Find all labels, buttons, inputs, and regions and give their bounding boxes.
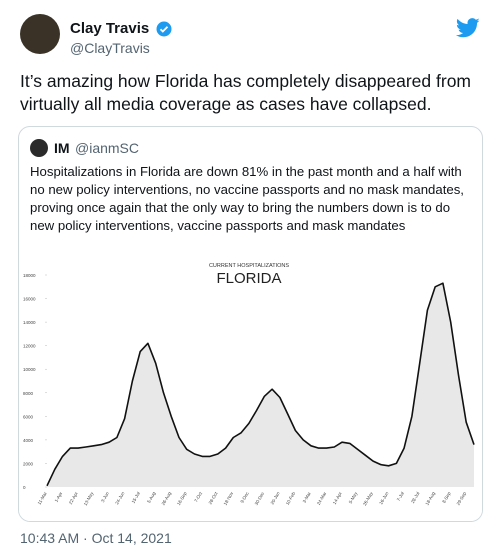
x-tick-label: 5-May [348,490,359,504]
chart: CURRENT HOSPITALIZATIONS FLORIDA 0 2000 40… [19,251,482,521]
x-tick-label: 20-Jan [270,491,281,506]
y-tick-label: 8000 [23,391,34,396]
author-handle[interactable]: @ClayTravis [70,40,150,56]
author-name[interactable]: Clay Travis [70,20,150,37]
x-tick-label: 28-Oct [208,490,219,505]
y-tick-label: 18000 [23,273,36,278]
x-tick-label: 14-Apr [332,491,343,506]
quoted-tweet[interactable]: IM @ianmSC Hospitalizations in Florida a… [18,126,483,522]
y-tick-label: 10000 [23,367,36,372]
line [46,282,475,487]
x-tick-label: 10-Feb [285,491,297,506]
x-tick-label: 16-Jun [378,491,389,506]
x-tick-label: 1-Apr [54,491,64,503]
y-tick-label: 16000 [23,297,36,302]
x-tick-label: 22-Apr [68,491,79,506]
x-tick-label: 15-Jul [131,491,141,504]
quoted-avatar [30,139,48,157]
x-tick-label: 3-Mar [302,491,312,504]
x-tick-label: 18-Nov [223,490,235,506]
y-tick-label: 0 [23,485,26,490]
y-tick-label: 4000 [23,438,34,443]
y-tick-label: 2000 [23,461,34,466]
x-tick-label: 24-Jun [114,491,125,506]
y-tick-label: 12000 [23,344,36,349]
tweet-text: It’s amazing how Florida has completely … [20,71,472,114]
x-tick-label: 11-Mar [37,491,49,506]
x-tick-label: 24-Mar [316,491,328,506]
avatar[interactable] [20,14,60,54]
x-tick-label: 9-Dec [239,490,250,504]
twitter-logo[interactable] [456,18,480,38]
chart-title: FLORIDA [216,270,281,287]
x-tick-label: 16-Sep [176,491,188,506]
x-tick-label: 8-Sep [441,491,452,504]
x-tick-label: 7-Jul [396,491,405,502]
x-tick-label: 29-Sep [456,491,468,506]
y-tick-label: 6000 [23,414,34,419]
timestamp[interactable]: 10:43 AM · Oct 14, 2021 [20,530,172,546]
quoted-author-name: IM [54,140,70,156]
x-tick-label: 30-Dec [254,490,266,506]
y-tick-label: 14000 [23,320,36,325]
x-tick-label: 26-Aug [160,491,172,506]
x-tick-label: 28-Jul [410,491,420,504]
quoted-text: Hospitalizations in Florida are down 81%… [30,164,464,233]
x-tick-label: 7-Oct [193,490,203,503]
verified-badge [156,21,172,37]
x-tick-label: 3-Jun [100,491,110,504]
x-tick-label: 18-Aug [424,491,436,506]
chart-subtitle: CURRENT HOSPITALIZATIONS [209,263,289,269]
quoted-author-handle: @ianmSC [75,140,140,156]
area-fill [47,283,474,487]
x-tick-label: 5-Aug [146,491,157,504]
